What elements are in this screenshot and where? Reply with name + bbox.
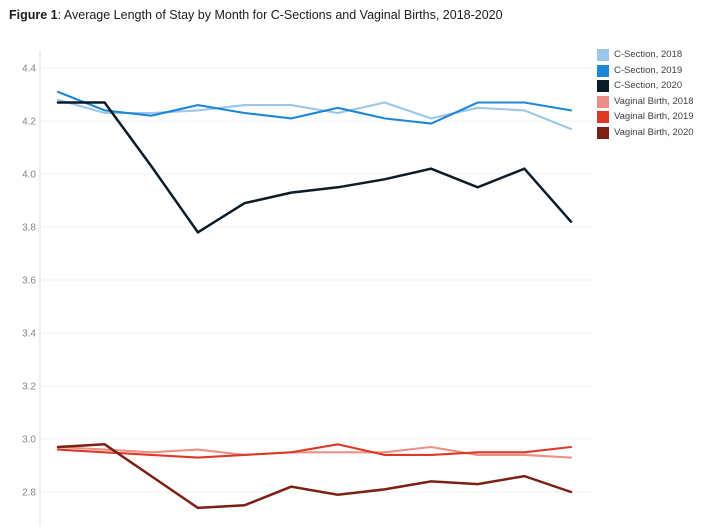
series-line-c-section-2020	[56, 101, 573, 234]
figure-title: Figure 1: Average Length of Stay by Mont…	[9, 8, 503, 22]
chart-legend: C-Section, 2018 C-Section, 2019 C-Section,…	[597, 49, 694, 139]
legend-swatch-vaginal-birth-2020	[597, 126, 609, 139]
y-tick-label: 3.6	[22, 276, 36, 287]
y-tick-label: 4.2	[22, 117, 36, 128]
legend-item-vaginal-birth-2020[interactable]: Vaginal Birth, 2020	[597, 126, 694, 139]
y-tick-label: 3.2	[22, 382, 36, 393]
legend-swatch-c-section-2020	[597, 80, 609, 92]
series-line-c-section-2018	[56, 98, 573, 131]
y-tick-label: 4.0	[22, 170, 36, 181]
y-tick-label: 4.4	[22, 64, 36, 75]
legend-item-c-section-2018[interactable]: C-Section, 2018	[597, 49, 694, 61]
series-line-vaginal-birth-2020	[56, 443, 573, 510]
y-tick-label: 3.4	[22, 329, 36, 340]
series-line-vaginal-birth-2019	[56, 443, 573, 459]
legend-swatch-vaginal-birth-2018	[597, 95, 609, 108]
legend-item-vaginal-birth-2019[interactable]: Vaginal Birth, 2019	[597, 111, 694, 123]
y-tick-label: 3.8	[22, 223, 36, 234]
legend-item-label: C-Section, 2020	[614, 80, 683, 91]
legend-swatch-c-section-2019	[597, 64, 609, 77]
legend-item-c-section-2019[interactable]: C-Section, 2019	[597, 64, 694, 77]
legend-item-label: Vaginal Birth, 2019	[614, 111, 694, 122]
legend-item-label: Vaginal Birth, 2018	[614, 95, 694, 107]
legend-swatch-vaginal-birth-2019	[597, 111, 609, 123]
legend-swatch-c-section-2018	[597, 49, 609, 61]
y-tick-label: 2.8	[22, 488, 36, 499]
series-line-c-section-2019	[56, 90, 573, 125]
figure-title-text: : Average Length of Stay by Month for C-…	[57, 8, 503, 22]
legend-item-vaginal-birth-2018[interactable]: Vaginal Birth, 2018	[597, 95, 694, 108]
legend-item-label: C-Section, 2018	[614, 49, 683, 60]
y-tick-label: 3.0	[22, 435, 36, 446]
series-line-vaginal-birth-2018	[56, 445, 573, 459]
legend-item-label: C-Section, 2019	[614, 64, 683, 76]
figure-title-label: Figure 1	[9, 8, 58, 22]
legend-item-c-section-2020[interactable]: C-Section, 2020	[597, 80, 694, 92]
legend-item-label: Vaginal Birth, 2020	[614, 126, 694, 138]
